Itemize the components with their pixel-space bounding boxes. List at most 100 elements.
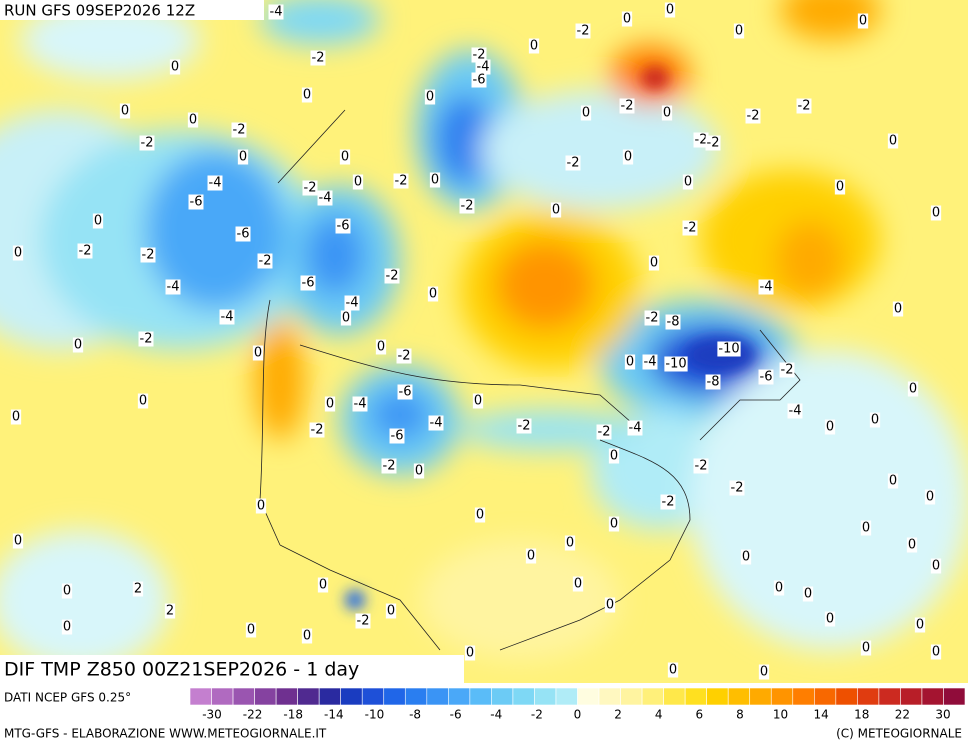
contour-label: 0 (387, 604, 395, 619)
contour-label: 0 (932, 645, 940, 660)
contour-label-box (667, 662, 679, 678)
colorbar-swatch (189, 687, 212, 706)
contour-label-box (565, 155, 581, 171)
contour-label-box (869, 412, 881, 428)
contour-label-box (310, 50, 326, 66)
colorbar-swatch (297, 687, 320, 706)
contour-label-box (824, 611, 836, 627)
contour-label-box (464, 645, 476, 661)
contour-label-box (733, 23, 745, 39)
colorbar-swatch (878, 687, 901, 706)
contour-label: -4 (629, 421, 642, 436)
contour-label: -10 (665, 357, 686, 372)
colorbar-swatch (275, 687, 298, 706)
contour-label-box (12, 533, 24, 549)
contour-label-box (219, 309, 235, 325)
contour-label: -6 (190, 195, 203, 210)
colorbar-swatch (361, 687, 385, 706)
contour-label-box (340, 310, 352, 326)
contour-label-box (621, 11, 633, 27)
contour-label-box (429, 172, 441, 188)
contour-label-box (824, 419, 836, 435)
contour-label-box (10, 409, 22, 425)
contour-label-box (187, 112, 199, 128)
contour-label: -2 (781, 363, 794, 378)
contour-label: 0 (303, 629, 311, 644)
contour-label-box (245, 622, 257, 638)
colorbar-swatch (620, 687, 643, 706)
contour-label: 0 (466, 646, 474, 661)
contour-label: 0 (889, 474, 897, 489)
anomaly-shading (0, 0, 968, 670)
contour-label-box (164, 603, 176, 619)
contour-label: 0 (552, 203, 560, 218)
colorbar-tick-label: 4 (655, 708, 663, 722)
contour-label: 0 (606, 598, 614, 613)
contour-label-box (860, 520, 872, 536)
run-label-box (0, 0, 264, 20)
contour-label-box (892, 301, 904, 317)
contour-label: -2 (577, 24, 590, 39)
contour-label-box (860, 640, 872, 656)
contour-label: 2 (166, 604, 174, 619)
colorbar-swatch (641, 687, 664, 706)
contour-label-box (235, 226, 251, 242)
field-label-box (0, 655, 464, 683)
contour-label-box (596, 424, 612, 440)
contour-label: 2 (134, 582, 142, 597)
field-label: DIF TMP Z850 00Z21SEP2026 - 1 day (4, 659, 359, 681)
contour-label: -2 (395, 174, 408, 189)
contour-label-box (664, 2, 676, 18)
contour-label-box (324, 396, 336, 412)
colorbar-tick-label: -22 (243, 708, 263, 722)
contour-label: 0 (684, 175, 692, 190)
contour-label: 0 (527, 549, 535, 564)
contour-label: 0 (476, 508, 484, 523)
colorbar-swatch (835, 687, 858, 706)
contour-label-box (12, 245, 24, 261)
contour-label: -2 (259, 254, 272, 269)
colorbar-swatch (491, 687, 514, 706)
colorbar-tick-label: 30 (935, 708, 950, 722)
contour-label: 0 (663, 106, 671, 121)
contour-label: 0 (909, 382, 917, 397)
contour-label-box (252, 345, 264, 361)
contour-label: 0 (530, 39, 538, 54)
contour-label-box (758, 369, 774, 385)
contour-label: 0 (926, 490, 934, 505)
colorbar-swatch (921, 687, 944, 706)
colorbar-tick-label: 10 (773, 708, 788, 722)
contour-label: 0 (908, 538, 916, 553)
contour-label-box (729, 480, 745, 496)
contour-label-box (255, 498, 267, 514)
credit-right: (C) METEOGIORNALE (836, 727, 962, 741)
contour-label-box (758, 279, 774, 295)
colorbar-swatch (727, 687, 751, 706)
contour-label: -6 (302, 276, 315, 291)
colorbar-swatch (383, 687, 406, 706)
source-label: DATI NCEP GFS 0.25° (4, 691, 131, 705)
contour-label-box (834, 179, 846, 195)
contour-label: 0 (932, 559, 940, 574)
contour-label-box (705, 135, 721, 151)
contour-label: 0 (431, 173, 439, 188)
contour-label: -2 (140, 332, 153, 347)
contour-label: 0 (377, 340, 385, 355)
contour-label: -2 (141, 136, 154, 151)
contour-label: 0 (14, 246, 22, 261)
contour-label-box (802, 586, 814, 602)
contour-label: -2 (707, 136, 720, 151)
contour-label-box (648, 255, 660, 271)
contour-label-box (796, 98, 812, 114)
colorbar-swatch (857, 687, 880, 706)
contour-label-box (550, 202, 562, 218)
colorbar-swatch (448, 687, 471, 706)
contour-label-box (642, 354, 658, 370)
contour-label: 0 (862, 521, 870, 536)
contour-label: -2 (311, 423, 324, 438)
colorbar-swatch (663, 687, 686, 706)
contour-label-box (384, 268, 400, 284)
contour-label: -2 (518, 419, 531, 434)
